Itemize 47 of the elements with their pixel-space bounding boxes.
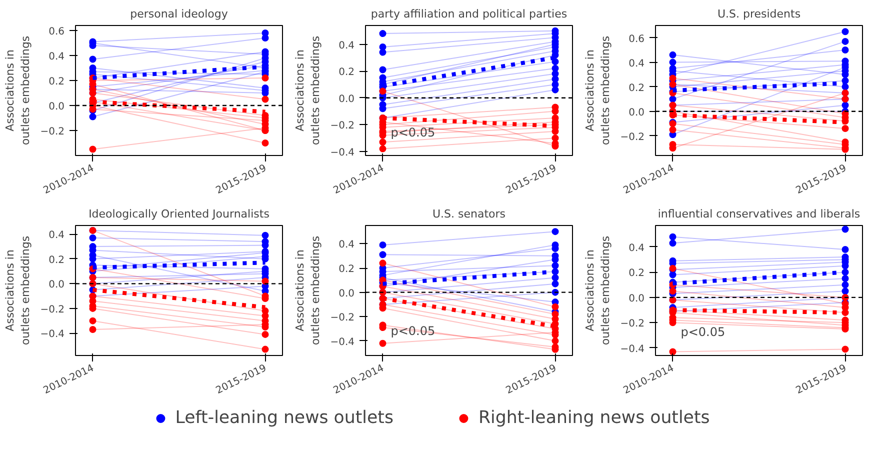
y-tick-label: 0.2 [338, 264, 355, 276]
y-tick-label: −0.4 [40, 329, 65, 340]
y-tick-label: 0.2 [48, 254, 65, 266]
chart-title: party affiliation and political parties [370, 8, 568, 20]
y-tick-label: 0.2 [338, 67, 355, 78]
y-tick-label: −0.4 [330, 147, 355, 158]
y-tick-label: 0.4 [628, 58, 645, 70]
y-tick-label: 0.2 [628, 82, 645, 94]
y-axis-title: Associations in outlets embeddings [584, 36, 612, 146]
chart-title: influential conservatives and liberals [658, 208, 860, 220]
y-tick-label: 0.2 [48, 76, 65, 88]
y-tick-label: 0.4 [338, 40, 355, 52]
y-tick-label: 0.4 [338, 240, 355, 251]
y-axis-title: Associations in outlets embeddings [294, 36, 322, 146]
y-tick-label: 0.0 [338, 288, 355, 300]
y-tick-label: 0.0 [48, 280, 65, 291]
y-tick-label: 0.2 [628, 268, 645, 280]
y-tick-label: −0.4 [620, 344, 645, 355]
y-tick-label: −0.2 [40, 304, 65, 316]
y-axis-title: Associations in outlets embeddings [4, 236, 32, 346]
y-tick-label: −0.2 [620, 132, 645, 143]
y-axis-title: Associations in outlets embeddings [4, 36, 32, 146]
y-tick-label: −0.4 [330, 336, 355, 348]
chart-title: personal ideology [130, 8, 228, 20]
y-tick-label: 0.0 [338, 94, 355, 105]
annotation: p<0.05 [390, 125, 436, 140]
y-tick-label: 0.4 [48, 52, 65, 62]
y-tick-label: 0.0 [48, 102, 65, 112]
y-tick-label: 0.4 [48, 230, 65, 242]
y-tick-label: −0.2 [40, 126, 65, 138]
annotation: p<0.05 [390, 324, 436, 338]
y-tick-label: −0.2 [620, 318, 645, 330]
chart-title: Ideologically Oriented Journalists [88, 208, 270, 220]
y-tick-label: 0.4 [628, 242, 645, 254]
y-tick-label: 0.6 [48, 26, 65, 38]
legend-label: Right-leaning news outlets [478, 408, 710, 428]
y-axis-title: Associations in outlets embeddings [294, 236, 322, 346]
chart-title: U.S. presidents [717, 8, 801, 20]
y-axis-title: Associations in outlets embeddings [584, 236, 612, 346]
y-tick-label: −0.2 [330, 312, 355, 324]
annotation: p<0.05 [680, 325, 726, 340]
legend-label: Left-leaning news outlets [175, 408, 394, 428]
chart-title: U.S. senators [432, 208, 506, 220]
y-tick-label: 0.0 [628, 293, 645, 304]
y-tick-label: 0.6 [628, 34, 645, 45]
y-tick-label: 0.0 [628, 107, 645, 118]
y-tick-label: −0.2 [330, 120, 355, 132]
